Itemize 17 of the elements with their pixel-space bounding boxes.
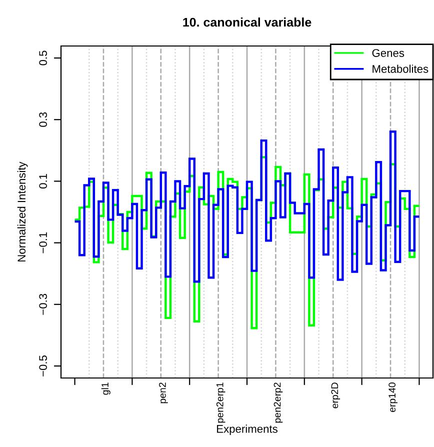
x-tick-label: pen2erp1 — [216, 382, 226, 423]
y-axis-title: Normalized Intensity — [17, 162, 28, 262]
y-tick-label: −0.1 — [39, 232, 47, 254]
x-tick-label: gl1 — [101, 382, 110, 395]
y-tick-label: 0.5 — [39, 50, 47, 66]
y-tick-label: −0.5 — [39, 355, 47, 376]
y-tick-label: 0.1 — [39, 174, 47, 188]
legend-label: Genes — [372, 49, 404, 57]
x-axis-title: Experiments — [217, 424, 278, 435]
y-tick-label: −0.3 — [39, 294, 47, 315]
x-tick-label: erp2D — [331, 382, 340, 408]
chart-title: 10. canonical variable — [183, 17, 312, 27]
x-tick-label: erp140 — [388, 382, 398, 412]
x-tick-label: pen2 — [159, 382, 168, 404]
y-tick-label: 0.3 — [39, 112, 47, 127]
x-tick-label: pen2erp2 — [274, 382, 283, 423]
legend-label: Metabolites — [372, 64, 428, 73]
